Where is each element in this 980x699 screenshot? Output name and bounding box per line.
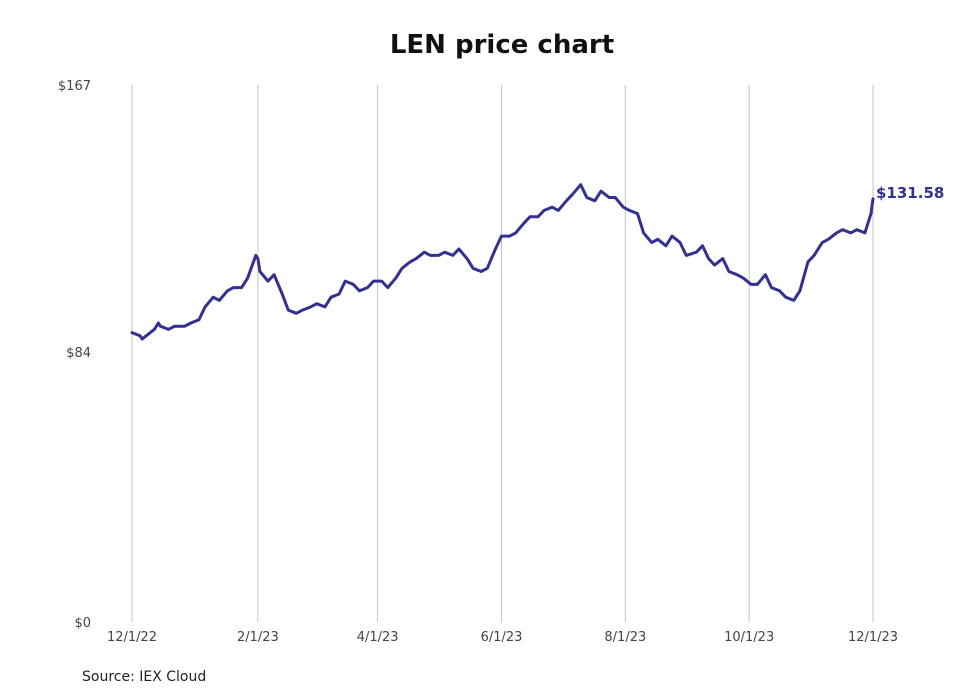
x-tick-label: 12/1/22: [107, 630, 157, 645]
y-axis-ticks: $0 $84 $167: [58, 79, 91, 631]
x-tick-label: 6/1/23: [481, 630, 523, 645]
x-tick-label: 2/1/23: [237, 630, 279, 645]
chart-title: LEN price chart: [389, 30, 615, 60]
price-series-line: [130, 183, 875, 341]
source-note: Source: IEX Cloud: [82, 669, 207, 685]
gridlines: [131, 85, 874, 622]
x-tick-label: 8/1/23: [604, 630, 646, 645]
x-tick-label: 4/1/23: [357, 630, 399, 645]
x-axis-ticks: 12/1/22 2/1/23 4/1/23 6/1/23 8/1/23 10/1/23 12…: [107, 630, 898, 645]
y-tick-label: $0: [74, 616, 91, 631]
x-tick-label: 12/1/23: [848, 630, 898, 645]
x-tick-label: 10/1/23: [724, 630, 774, 645]
y-tick-label: $84: [66, 346, 91, 361]
y-tick-label: $167: [58, 79, 91, 94]
last-price-label: $131.58: [876, 184, 944, 202]
